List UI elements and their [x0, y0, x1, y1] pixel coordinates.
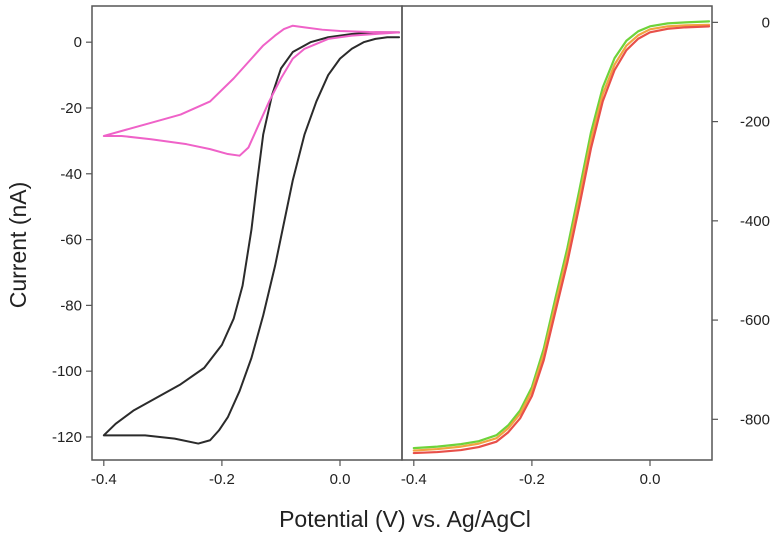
left-panel: -0.4 -0.2 0.0 0 -20 -40 -60 -80 -100 -120 — [52, 5, 403, 488]
left-x-tick-label: -0.2 — [209, 471, 235, 488]
right-plot-frame — [401, 5, 713, 461]
left-x-tick-label: -0.4 — [91, 471, 117, 488]
right-x-tick-label: -0.4 — [401, 471, 427, 488]
right-y-tick-label: -400 — [740, 213, 770, 230]
right-x-tick-label: -0.2 — [519, 471, 545, 488]
left-x-tick-label: 0.0 — [330, 471, 351, 488]
right-y-tick-label: -800 — [740, 411, 770, 428]
right-series-orange-line — [412, 23, 711, 452]
x-axis-title: Potential (V) vs. Ag/AgCl — [279, 506, 531, 532]
right-series-green-line — [412, 20, 711, 450]
right-y-tick-label: 0 — [762, 14, 770, 31]
left-series-black-CV-line — [102, 31, 401, 445]
left-y-tick-label: -20 — [60, 100, 82, 117]
right-y-tick-label: -200 — [740, 114, 770, 131]
left-plot-frame — [91, 5, 403, 461]
y-axis-title: Current (nA) — [5, 182, 31, 309]
left-y-tick-label: 0 — [74, 34, 82, 51]
right-series-red-line — [412, 25, 711, 455]
left-y-tick-label: -40 — [60, 166, 82, 183]
left-y-tick-label: -100 — [52, 363, 82, 380]
right-panel: -0.4 -0.2 0.0 0 -200 -400 -600 -800 — [401, 5, 770, 488]
left-series-magenta-CV-line — [102, 24, 401, 157]
left-y-tick-label: -60 — [60, 232, 82, 249]
right-x-tick-label: 0.0 — [640, 471, 661, 488]
left-y-tick-label: -120 — [52, 429, 82, 446]
left-y-tick-label: -80 — [60, 297, 82, 314]
right-y-tick-label: -600 — [740, 312, 770, 329]
